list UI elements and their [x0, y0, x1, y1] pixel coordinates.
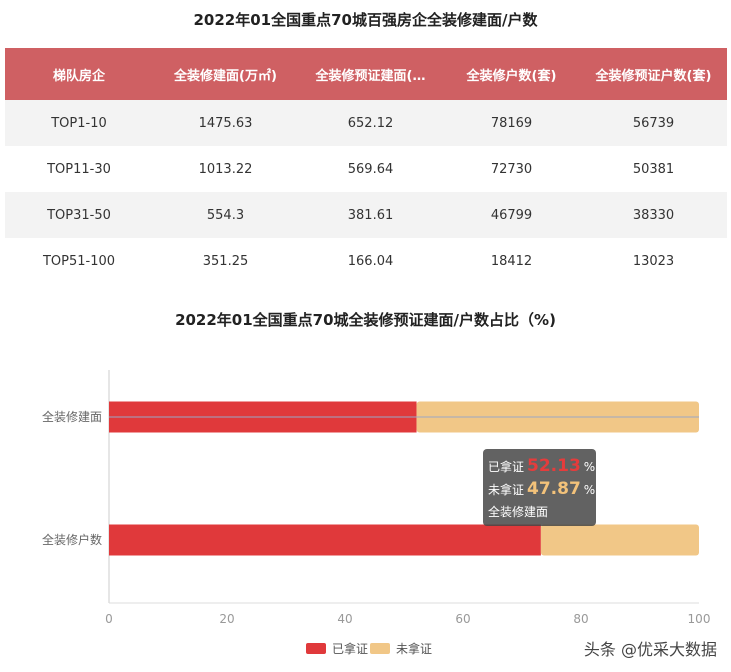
table-row: TOP51-100 351.25 166.04 18412 13023 [5, 238, 727, 284]
watermark: 头条 @优采大数据 [583, 640, 717, 659]
table-cell: 166.04 [298, 238, 443, 284]
column-header: 全装修户数(套) [443, 48, 580, 100]
table-title: 2022年01全国重点70城百强房企全装修建面/户数 [193, 11, 538, 29]
x-tick-label: 40 [337, 612, 352, 626]
table-header-row: 梯队房企 全装修建面(万㎡) 全装修预证建面(… 全装修户数(套) 全装修预证户… [5, 48, 727, 100]
column-header: 全装修预证户数(套) [580, 48, 727, 100]
table-cell: 72730 [443, 146, 580, 192]
table-cell: 381.61 [298, 192, 443, 238]
y-category-label: 全装修户数 [42, 532, 102, 547]
table-cell: TOP1-10 [5, 100, 153, 146]
table-cell: 569.64 [298, 146, 443, 192]
tooltip-label: 已拿证 [488, 460, 525, 474]
tooltip-label: 未拿证 [488, 483, 525, 497]
x-tick-label: 0 [105, 612, 113, 626]
table-cell: 1013.22 [153, 146, 298, 192]
table-cell: 13023 [580, 238, 727, 284]
table-cell: 46799 [443, 192, 580, 238]
table-cell: 56739 [580, 100, 727, 146]
table-cell: 38330 [580, 192, 727, 238]
column-header: 梯队房企 [5, 48, 153, 100]
table-cell: 351.25 [153, 238, 298, 284]
x-tick-label: 100 [688, 612, 711, 626]
chart-tooltip: 已拿证 52.13% 未拿证 47.87% 全装修建面 [483, 449, 596, 526]
tooltip-value: 52.13 [527, 456, 581, 476]
bar-segment [109, 524, 541, 556]
column-header: 全装修建面(万㎡) [153, 48, 298, 100]
legend-item-issued[interactable]: 已拿证 [306, 640, 368, 657]
legend-item-not-issued[interactable]: 未拿证 [370, 640, 432, 657]
tooltip-row-not-issued: 未拿证 47.87% [488, 478, 596, 501]
table-row: TOP31-50 554.3 381.61 46799 38330 [5, 192, 727, 238]
table-row: TOP11-30 1013.22 569.64 72730 50381 [5, 146, 727, 192]
table-cell: TOP31-50 [5, 192, 153, 238]
table-row: TOP1-10 1475.63 652.12 78169 56739 [5, 100, 727, 146]
tooltip-unit: % [583, 460, 596, 474]
chart-title: 2022年01全国重点70城全装修预证建面/户数占比（%) [175, 311, 556, 329]
legend-swatch [306, 643, 326, 654]
y-category-label: 全装修建面 [42, 409, 102, 424]
table-cell: 18412 [443, 238, 580, 284]
table-cell: 50381 [580, 146, 727, 192]
chart-legend: 已拿证 未拿证 [0, 638, 731, 658]
x-tick-label: 80 [573, 612, 588, 626]
table-cell: TOP51-100 [5, 238, 153, 284]
column-header: 全装修预证建面(… [298, 48, 443, 100]
table-cell: 554.3 [153, 192, 298, 238]
tooltip-unit: % [583, 483, 596, 497]
tooltip-category: 全装修建面 [488, 505, 549, 519]
tooltip-value: 47.87 [527, 479, 581, 499]
tooltip-row-issued: 已拿证 52.13% [488, 455, 596, 478]
legend-label: 已拿证 [332, 642, 369, 656]
x-tick-label: 60 [455, 612, 470, 626]
table-cell: 652.12 [298, 100, 443, 146]
legend-label: 未拿证 [396, 642, 433, 656]
data-table: 梯队房企 全装修建面(万㎡) 全装修预证建面(… 全装修户数(套) 全装修预证户… [5, 48, 727, 284]
table-cell: 78169 [443, 100, 580, 146]
table-cell: TOP11-30 [5, 146, 153, 192]
legend-swatch [370, 643, 390, 654]
x-tick-label: 20 [219, 612, 234, 626]
table-cell: 1475.63 [153, 100, 298, 146]
bar-segment [540, 524, 699, 556]
